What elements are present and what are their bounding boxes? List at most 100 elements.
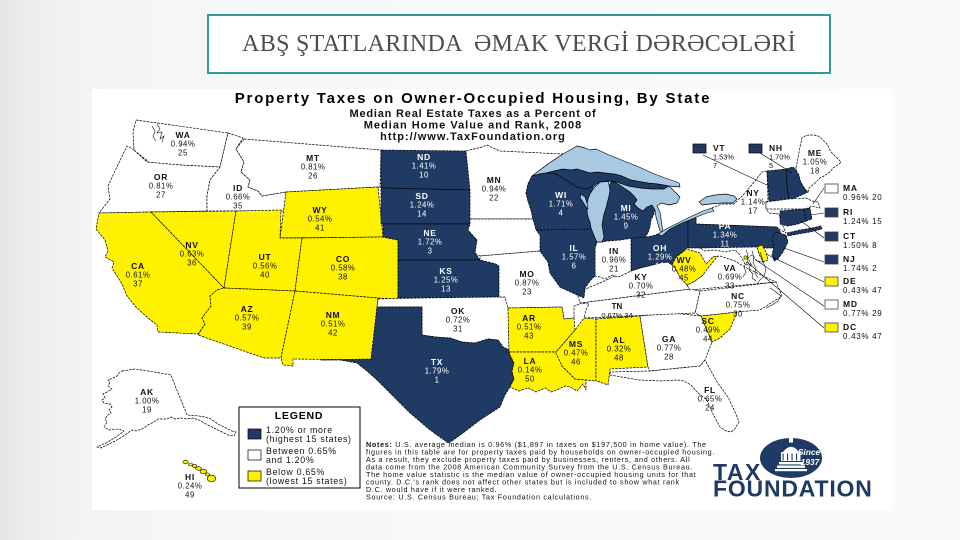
svg-text:38: 38 — [338, 272, 348, 281]
svg-text:VA: VA — [724, 263, 737, 273]
svg-text:0.87%: 0.87% — [515, 279, 540, 288]
svg-text:9: 9 — [624, 221, 629, 230]
svg-text:13: 13 — [441, 284, 451, 293]
svg-text:(lowest 15 states): (lowest 15 states) — [266, 476, 348, 486]
svg-text:IA: IA — [506, 226, 516, 236]
svg-text:NH: NH — [769, 143, 783, 153]
svg-text:FL: FL — [704, 385, 716, 395]
svg-text:and 1.20%: and 1.20% — [266, 455, 314, 465]
svg-text:0.43% 47: 0.43% 47 — [843, 286, 882, 295]
svg-text:KY: KY — [634, 272, 647, 282]
svg-text:Between 0.65%: Between 0.65% — [266, 446, 337, 456]
svg-text:figures in this table are for: figures in this table are for property t… — [366, 448, 715, 457]
svg-text:0.48%: 0.48% — [672, 265, 697, 274]
svg-text:0.69%: 0.69% — [718, 273, 743, 282]
svg-text:15: 15 — [506, 244, 516, 253]
svg-text:Since: Since — [798, 447, 821, 457]
svg-text:3: 3 — [428, 246, 433, 255]
svg-text:NC: NC — [731, 291, 745, 301]
svg-text:OR: OR — [154, 172, 168, 182]
svg-text:WI: WI — [555, 190, 567, 200]
svg-text:AZ: AZ — [241, 304, 254, 314]
svg-text:0.57%: 0.57% — [235, 314, 260, 323]
svg-text:0.65%: 0.65% — [698, 395, 723, 404]
svg-text:0.14%: 0.14% — [518, 366, 543, 375]
svg-text:0.94%: 0.94% — [482, 185, 507, 194]
svg-text:AL: AL — [613, 335, 626, 345]
svg-text:1.20% or more: 1.20% or more — [266, 425, 333, 435]
svg-text:31: 31 — [453, 324, 463, 333]
svg-text:1937: 1937 — [801, 457, 820, 467]
svg-text:27: 27 — [156, 190, 166, 199]
svg-text:23: 23 — [522, 287, 532, 296]
svg-text:40: 40 — [260, 270, 270, 279]
svg-text:Below 0.65%: Below 0.65% — [266, 467, 325, 477]
svg-text:0.67% 34: 0.67% 34 — [601, 311, 632, 320]
svg-text:MA: MA — [843, 183, 858, 193]
svg-text:MD: MD — [843, 299, 858, 309]
svg-text:WV: WV — [676, 255, 691, 265]
svg-text:33: 33 — [725, 281, 735, 290]
svg-text:Source: U.S. Census Bureau; Ta: Source: U.S. Census Bureau; Tax Foundati… — [366, 493, 592, 502]
svg-text:11: 11 — [720, 239, 729, 248]
svg-text:48: 48 — [614, 353, 624, 362]
svg-text:1.50% 8: 1.50% 8 — [843, 241, 877, 250]
svg-text:0.43% 47: 0.43% 47 — [843, 332, 882, 341]
svg-text:VT: VT — [713, 143, 725, 153]
svg-text:0.81%: 0.81% — [149, 182, 174, 191]
svg-text:CA: CA — [131, 261, 145, 271]
svg-text:1.72%: 1.72% — [418, 238, 443, 247]
svg-text:0.61%: 0.61% — [126, 271, 151, 280]
svg-text:37: 37 — [133, 279, 143, 288]
svg-text:TX: TX — [431, 357, 443, 367]
svg-text:IL: IL — [570, 243, 579, 253]
svg-text:0.32%: 0.32% — [607, 345, 632, 354]
svg-text:35: 35 — [233, 201, 243, 210]
svg-text:MI: MI — [621, 203, 632, 213]
svg-text:1.71%: 1.71% — [549, 200, 574, 209]
svg-text:As a result, they exclude prop: As a result, they exclude property taxes… — [366, 455, 690, 464]
svg-text:0.56%: 0.56% — [253, 262, 278, 271]
svg-text:Property Taxes on Owner-Occupi: Property Taxes on Owner-Occupied Housing… — [235, 90, 711, 107]
svg-text:1.14%: 1.14% — [741, 198, 766, 207]
svg-text:AK: AK — [140, 387, 154, 397]
svg-text:DE: DE — [843, 276, 856, 286]
svg-text:0.96% 20: 0.96% 20 — [843, 193, 882, 202]
svg-text:0.77% 29: 0.77% 29 — [843, 309, 882, 318]
svg-text:FOUNDATION: FOUNDATION — [713, 476, 873, 502]
svg-text:32: 32 — [636, 290, 646, 299]
svg-text:MT: MT — [306, 153, 320, 163]
svg-text:OK: OK — [451, 306, 465, 316]
svg-text:PA: PA — [719, 221, 732, 231]
svg-text:0.49%: 0.49% — [696, 326, 721, 335]
svg-text:43: 43 — [524, 331, 534, 340]
svg-text:LA: LA — [524, 356, 537, 366]
svg-text:6: 6 — [572, 261, 577, 270]
svg-text:KS: KS — [439, 266, 452, 276]
svg-text:1.24% 15: 1.24% 15 — [843, 217, 882, 226]
svg-text:county. D.C.'s rank does not a: county. D.C.'s rank does not affect othe… — [366, 478, 680, 487]
svg-text:HI: HI — [185, 472, 195, 482]
svg-text:Notes: U.S. average median is: Notes: U.S. average median is 0.96% ($1,… — [366, 440, 707, 449]
svg-text:TN: TN — [612, 302, 623, 311]
svg-text:0.75%: 0.75% — [726, 301, 751, 310]
svg-text:1.25%: 1.25% — [434, 276, 459, 285]
svg-text:0.72%: 0.72% — [446, 316, 471, 325]
svg-text:NM: NM — [326, 310, 341, 320]
svg-text:5: 5 — [769, 161, 773, 170]
svg-text:0.96%: 0.96% — [602, 256, 627, 265]
svg-text:1.41%: 1.41% — [412, 162, 437, 171]
svg-text:1.45%: 1.45% — [614, 213, 639, 222]
svg-text:41: 41 — [315, 223, 325, 232]
svg-text:1.57%: 1.57% — [562, 253, 587, 262]
svg-text:(highest 15 states): (highest 15 states) — [266, 434, 352, 444]
svg-text:IN: IN — [609, 246, 619, 256]
svg-text:18: 18 — [810, 166, 820, 175]
svg-text:0.63%: 0.63% — [180, 250, 205, 259]
svg-text:UT: UT — [259, 252, 272, 262]
svg-text:14: 14 — [417, 209, 427, 218]
svg-text:0.54%: 0.54% — [308, 215, 333, 224]
svg-text:0.51%: 0.51% — [517, 323, 542, 332]
svg-text:0.81%: 0.81% — [301, 163, 326, 172]
svg-text:CT: CT — [843, 231, 856, 241]
